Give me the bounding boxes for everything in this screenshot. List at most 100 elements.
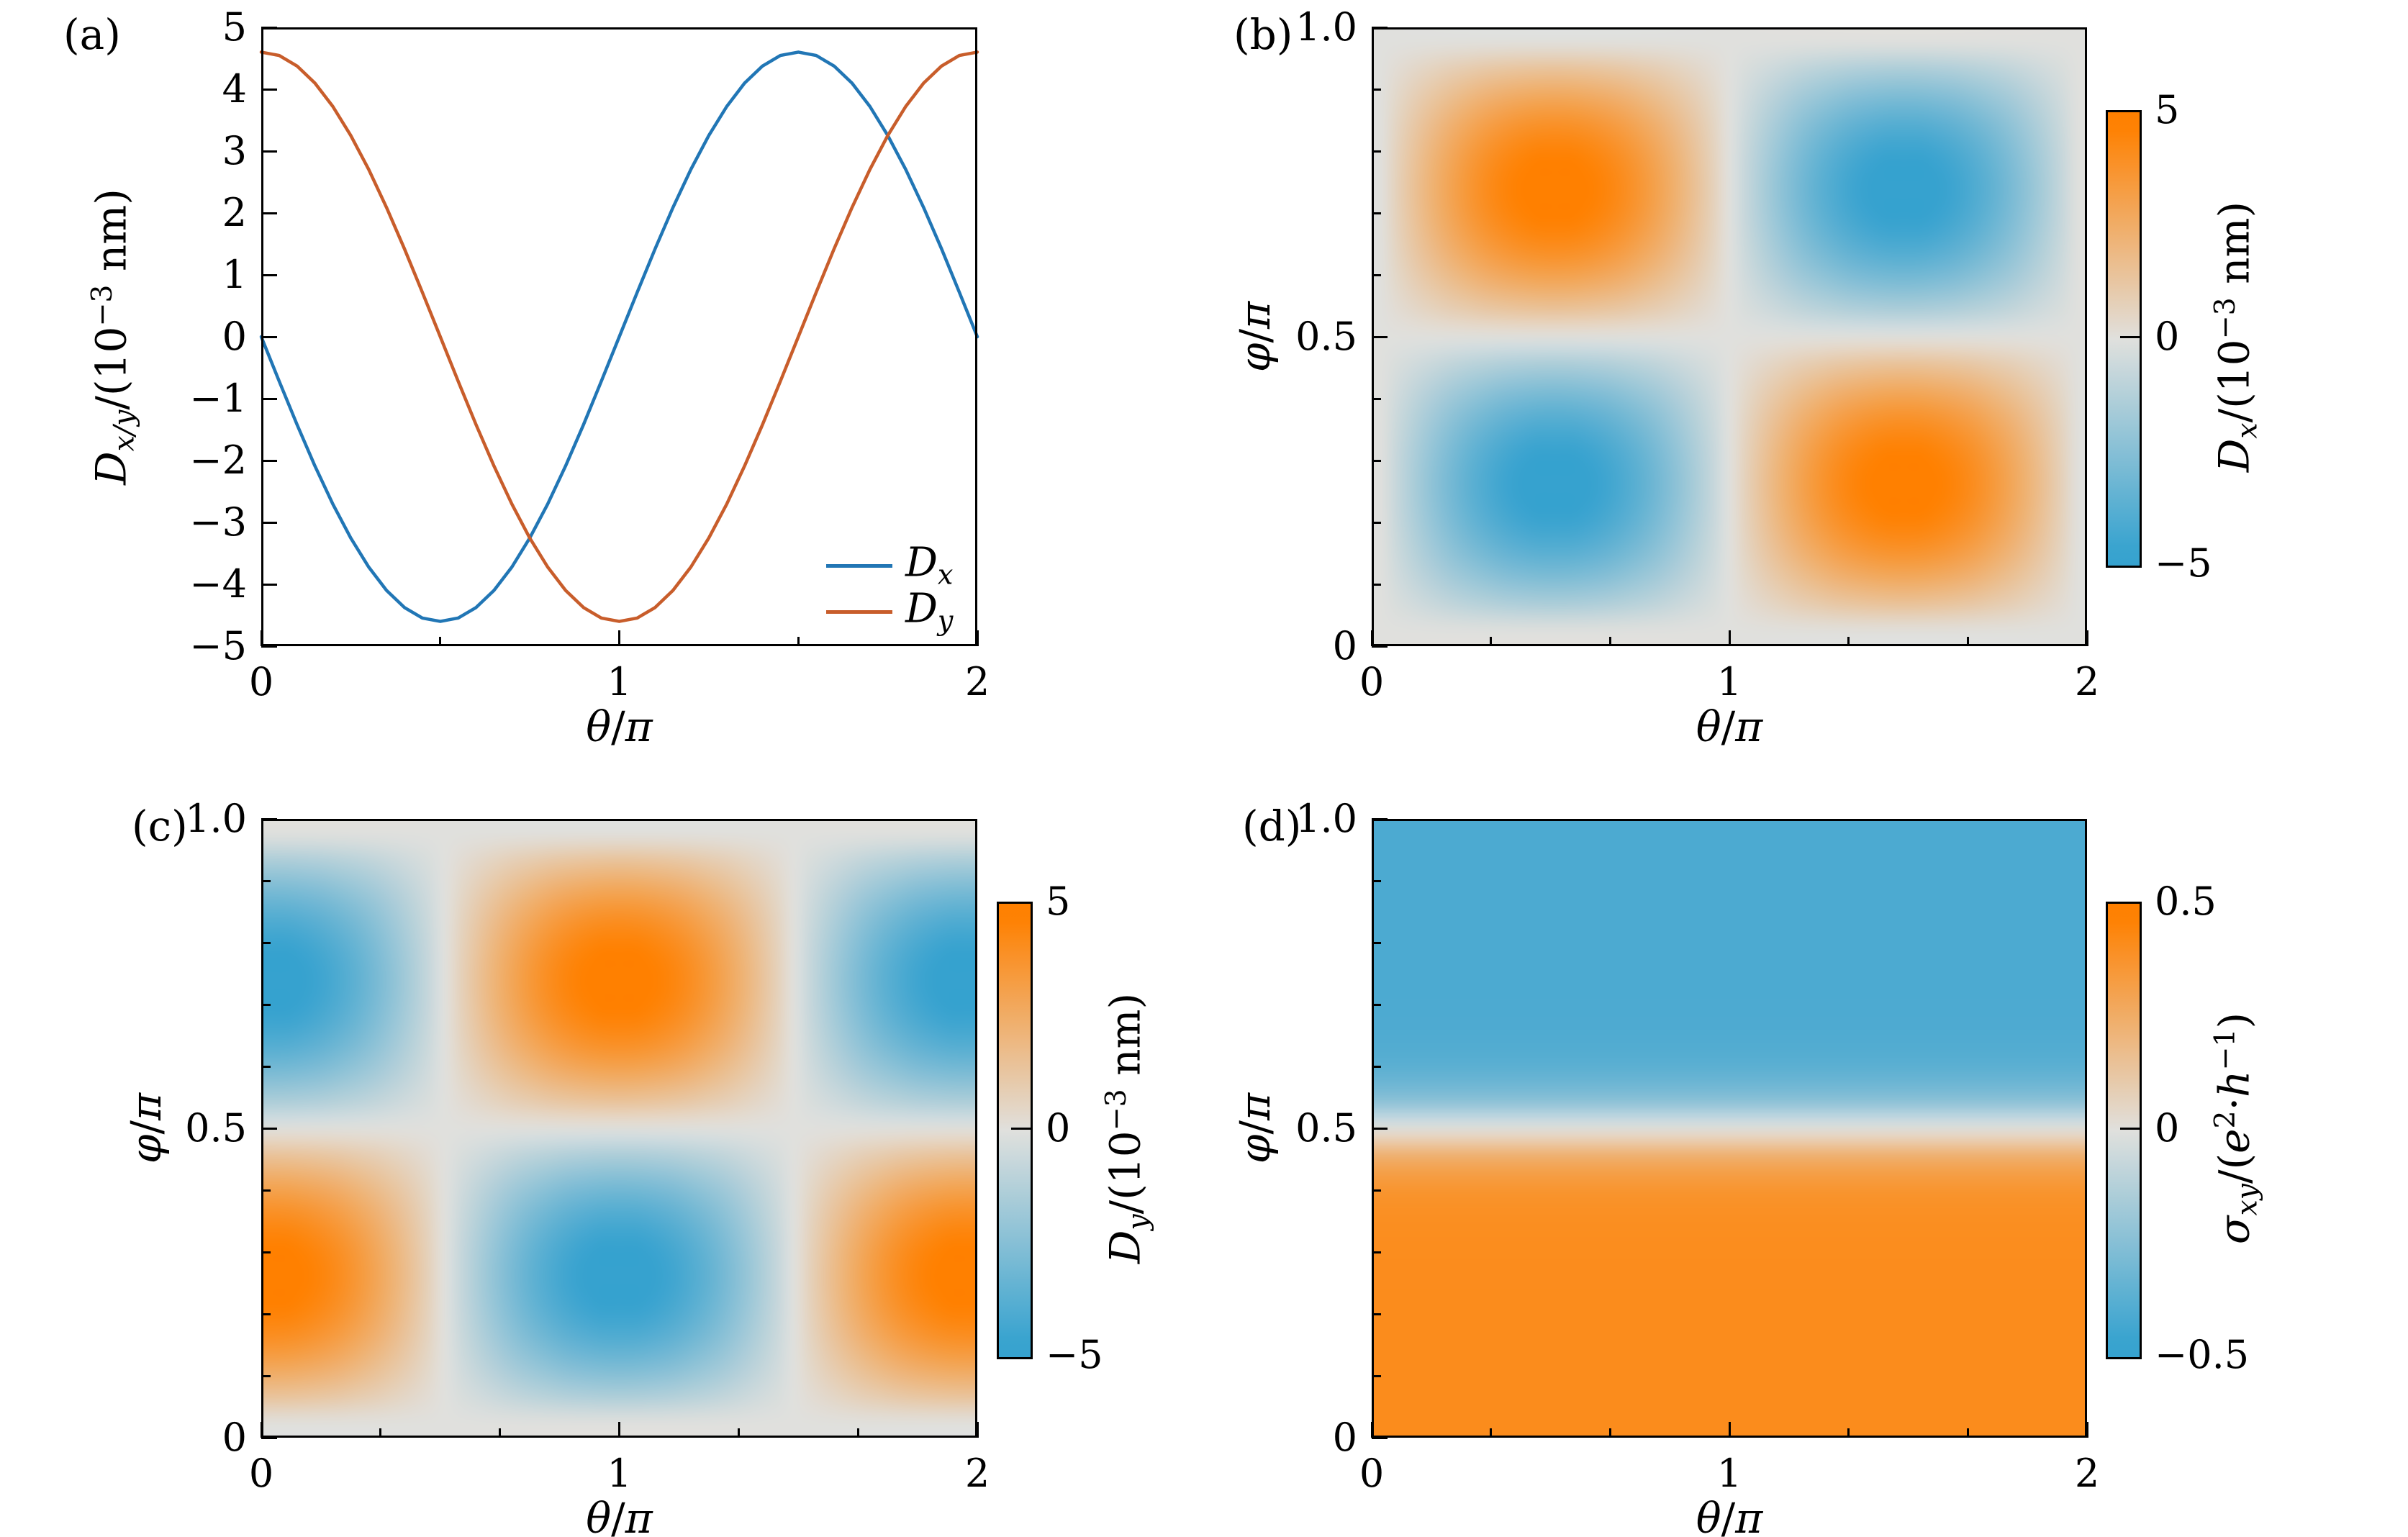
label-segment: x bbox=[937, 558, 954, 591]
label-segment: −3 bbox=[1099, 1089, 1133, 1131]
x-minor-tick bbox=[797, 637, 800, 646]
label-segment: D bbox=[2209, 438, 2259, 473]
y-minor-tick bbox=[1372, 583, 1381, 586]
label-segment: x/y bbox=[107, 409, 141, 452]
y-minor-tick bbox=[261, 1065, 271, 1068]
y-major-tick bbox=[261, 26, 277, 29]
y-minor-tick bbox=[1372, 212, 1381, 214]
colorbar-tick-label: −5 bbox=[1046, 1332, 1103, 1377]
curve-Dx bbox=[259, 50, 979, 623]
colorbar-tick-label: −5 bbox=[2155, 540, 2212, 586]
x-minor-tick bbox=[1966, 637, 1969, 646]
y-major-tick bbox=[261, 459, 277, 462]
label-segment: 2 bbox=[2208, 1110, 2242, 1129]
x-tick-label: 2 bbox=[964, 659, 990, 704]
label-segment: D bbox=[905, 539, 938, 586]
y-tick-label: −4 bbox=[189, 561, 247, 607]
label-segment: θ bbox=[1696, 1494, 1721, 1537]
y-minor-tick bbox=[1372, 521, 1381, 524]
y-axis-label-d: φ/π bbox=[1231, 1093, 1280, 1164]
y-major-tick bbox=[1372, 26, 1388, 29]
colorbar-tick-label: 0 bbox=[1046, 1105, 1071, 1151]
colorbar-tick-label: 5 bbox=[2155, 87, 2180, 132]
y-tick-label: 0 bbox=[1332, 1415, 1357, 1460]
y-major-tick bbox=[1372, 1436, 1388, 1439]
y-minor-tick bbox=[261, 1374, 271, 1377]
y-minor-tick bbox=[1372, 1312, 1381, 1315]
colorbar-tick bbox=[2120, 1127, 2140, 1130]
label-segment: σ bbox=[2209, 1215, 2259, 1245]
colorbar-tick-label: −0.5 bbox=[2155, 1332, 2250, 1377]
colorbar-tick-label: 0.5 bbox=[2155, 879, 2217, 924]
y-minor-tick bbox=[1372, 1189, 1381, 1192]
x-minor-tick bbox=[1490, 1428, 1492, 1438]
x-axis-label-d: θ/π bbox=[1696, 1497, 1763, 1537]
label-segment: / bbox=[611, 702, 625, 751]
label-segment: / bbox=[122, 1120, 171, 1135]
label-segment: / bbox=[611, 1494, 625, 1537]
y-tick-label: −5 bbox=[189, 623, 247, 668]
x-major-tick bbox=[976, 630, 979, 646]
x-major-tick bbox=[2086, 630, 2088, 646]
label-segment: θ bbox=[586, 702, 612, 751]
heatmap-canvas-c bbox=[261, 819, 977, 1438]
label-segment: π bbox=[122, 1092, 171, 1120]
panel-d-tag: (d) bbox=[1242, 802, 1302, 851]
y-minor-tick bbox=[1372, 1251, 1381, 1253]
y-major-tick bbox=[1372, 1127, 1388, 1130]
label-segment: nm) bbox=[86, 189, 136, 285]
label-segment: nm) bbox=[1100, 992, 1150, 1089]
x-tick-label: 0 bbox=[248, 659, 274, 704]
y-tick-label: 0.5 bbox=[1295, 1105, 1357, 1151]
colorbar-label-d: σxy/(e2·h−1) bbox=[2208, 1012, 2264, 1245]
x-tick-label: 1 bbox=[607, 659, 632, 704]
label-segment: −3 bbox=[85, 284, 119, 327]
curve-Dy bbox=[259, 50, 979, 623]
y-tick-label: −3 bbox=[189, 499, 247, 545]
label-segment: θ bbox=[1696, 702, 1721, 751]
y-major-tick bbox=[261, 273, 277, 276]
x-tick-label: 0 bbox=[1359, 659, 1385, 704]
panel-a-tag: (a) bbox=[63, 10, 121, 59]
y-major-tick bbox=[261, 645, 277, 648]
y-major-tick bbox=[261, 150, 277, 153]
colorbar-b bbox=[2106, 110, 2142, 568]
x-major-tick bbox=[618, 630, 620, 646]
legend-label-Dy: Dy bbox=[905, 589, 953, 635]
y-minor-tick bbox=[1372, 941, 1381, 944]
label-segment: −1 bbox=[2208, 1028, 2242, 1071]
y-tick-label: −2 bbox=[189, 437, 247, 483]
y-minor-tick bbox=[1372, 273, 1381, 276]
x-minor-tick bbox=[737, 1428, 740, 1438]
x-tick-label: 0 bbox=[1359, 1451, 1385, 1496]
x-minor-tick bbox=[439, 637, 442, 646]
x-major-tick bbox=[618, 1422, 620, 1438]
label-segment: e bbox=[2209, 1128, 2259, 1153]
y-minor-tick bbox=[1372, 397, 1381, 400]
y-major-tick bbox=[261, 1127, 277, 1130]
y-tick-label: −1 bbox=[189, 376, 247, 421]
y-minor-tick bbox=[1372, 879, 1381, 882]
colorbar-label-b: Dx/(10−3 nm) bbox=[2209, 201, 2264, 473]
x-axis-label-a: θ/π bbox=[586, 706, 653, 748]
x-tick-label: 1 bbox=[1716, 659, 1742, 704]
label-segment: / bbox=[1721, 702, 1736, 751]
label-segment: / bbox=[1721, 1494, 1736, 1537]
label-segment: D bbox=[1100, 1230, 1150, 1264]
y-major-tick bbox=[261, 521, 277, 524]
x-tick-label: 1 bbox=[607, 1451, 632, 1496]
label-segment: φ bbox=[1231, 1134, 1280, 1164]
x-major-tick bbox=[976, 1422, 979, 1438]
panel-c-tag: (c) bbox=[132, 802, 188, 851]
heatmap-canvas-b bbox=[1372, 27, 2087, 646]
y-tick-label: 1 bbox=[222, 252, 247, 297]
y-tick-label: 1.0 bbox=[1295, 796, 1357, 841]
label-segment: h bbox=[2209, 1070, 2259, 1097]
y-minor-tick bbox=[1372, 150, 1381, 153]
x-minor-tick bbox=[1608, 637, 1611, 646]
x-minor-tick bbox=[379, 1428, 382, 1438]
label-segment: y bbox=[1121, 1214, 1155, 1230]
label-segment: π bbox=[1735, 702, 1763, 751]
x-minor-tick bbox=[1847, 1428, 1850, 1438]
